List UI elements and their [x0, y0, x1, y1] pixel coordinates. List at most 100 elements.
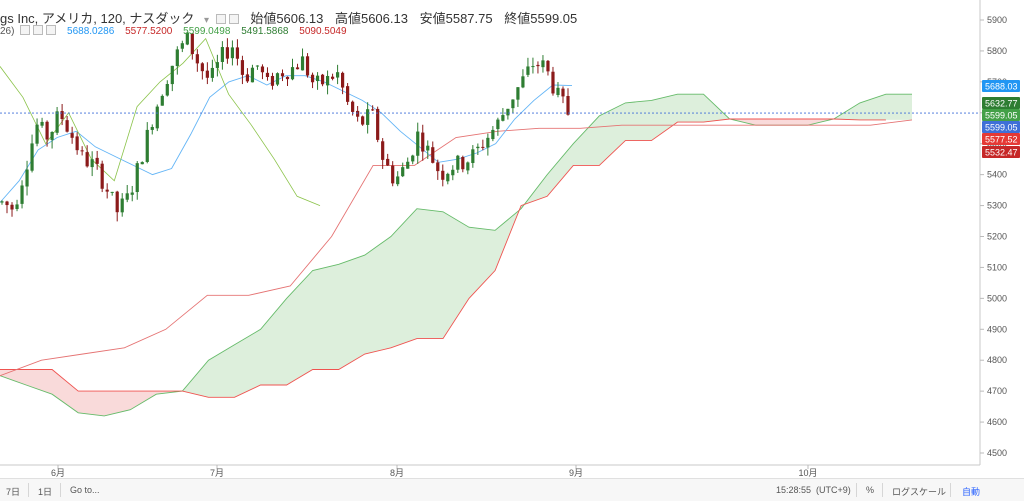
candle-body — [160, 95, 164, 106]
candle-body — [30, 143, 34, 171]
candle-body — [25, 169, 29, 187]
candle-body — [95, 157, 99, 164]
log-scale-button[interactable]: ログスケール — [892, 487, 947, 497]
percent-scale-button[interactable]: % — [866, 485, 875, 495]
candle-body — [396, 176, 400, 185]
candle — [491, 126, 495, 142]
candle — [95, 150, 99, 170]
candle — [210, 59, 214, 82]
eye-icon[interactable] — [215, 14, 226, 24]
candle — [561, 86, 565, 104]
symbol-title: gs Inc, アメリカ, 120, ナスダック — [0, 11, 195, 26]
eye-icon[interactable] — [20, 25, 31, 35]
candle — [536, 61, 540, 74]
candle — [125, 184, 129, 203]
candle — [526, 57, 530, 78]
candlesticks — [0, 31, 570, 222]
price-tag-label: 5688.03 — [985, 82, 1018, 92]
candle — [245, 68, 250, 83]
close-icon[interactable] — [46, 25, 57, 35]
candle — [60, 103, 64, 126]
candle-body — [521, 76, 525, 88]
candle — [235, 39, 240, 66]
candle-body — [285, 76, 290, 80]
candle-body — [65, 120, 69, 132]
candle — [451, 165, 455, 181]
y-tick-label: 4600 — [987, 417, 1007, 427]
candle — [170, 65, 174, 92]
candle — [361, 115, 365, 126]
candle — [50, 131, 54, 149]
candle-body — [551, 71, 555, 94]
candle — [105, 183, 109, 199]
candle-body — [421, 132, 425, 152]
candle-body — [511, 99, 515, 109]
candle-body — [416, 131, 420, 156]
time-axis[interactable]: 6月 7月 8月 9月 10月 — [51, 465, 818, 478]
candle-body — [536, 64, 540, 67]
settings-icon[interactable] — [228, 14, 239, 24]
candle-body — [546, 60, 550, 72]
ichimoku-value-senkou-a: 5491.5868 — [241, 26, 289, 37]
candle-body — [356, 110, 360, 117]
candle-body — [441, 170, 445, 180]
chevron-down-icon[interactable]: ▾ — [204, 15, 210, 26]
candle-body — [561, 88, 565, 97]
candle-body — [411, 155, 415, 162]
auto-scale-button[interactable]: 自動 — [962, 487, 981, 497]
range-1d-button[interactable]: 1日 — [38, 487, 53, 497]
candle — [325, 70, 330, 95]
candle — [426, 140, 430, 159]
candle — [35, 118, 39, 147]
candle-body — [476, 146, 480, 149]
candle — [546, 60, 550, 76]
range-7d-button[interactable]: 7日 — [6, 487, 21, 497]
candle-body — [240, 60, 245, 75]
y-tick-label: 5100 — [987, 262, 1007, 272]
candle — [70, 126, 74, 144]
settings-icon[interactable] — [33, 25, 44, 35]
candle — [506, 108, 510, 120]
price-tag: 5599.05 — [982, 109, 1020, 121]
candle — [556, 82, 560, 98]
candle-body — [105, 189, 109, 192]
goto-button[interactable]: Go to... — [70, 485, 100, 495]
candle-body — [541, 60, 545, 68]
candle — [15, 199, 19, 212]
candle — [5, 200, 9, 214]
candle-body — [381, 141, 385, 160]
candle-body — [431, 147, 435, 163]
candle — [65, 115, 69, 133]
candle — [531, 57, 535, 74]
candle — [190, 33, 194, 60]
timezone-button[interactable]: (UTC+9) — [816, 485, 851, 495]
price-tag-label: 5632.77 — [985, 99, 1018, 109]
candle-body — [501, 115, 505, 121]
candle-body — [140, 162, 144, 165]
ichimoku-cloud — [0, 94, 912, 416]
candle-body — [491, 129, 495, 140]
candle — [295, 63, 300, 70]
candle — [341, 71, 345, 95]
candle-body — [320, 74, 325, 85]
candle-body — [280, 73, 285, 77]
candle — [140, 161, 144, 165]
candle — [165, 80, 169, 97]
candle-body — [75, 136, 79, 151]
x-tick-label: 9月 — [569, 468, 583, 478]
candle — [40, 117, 44, 128]
open-label: 始値 — [250, 11, 277, 26]
candle — [551, 66, 555, 96]
chart-svg[interactable]: 4500 4600 4700 4800 4900 5000 5100 5200 5300 5400… — [0, 0, 1024, 478]
candle-body — [115, 191, 119, 213]
legend-ichimoku-row: 26) 5688.0286 5577.5200 5599.0498 5491.5… — [0, 25, 347, 37]
candle-body — [70, 133, 74, 138]
low-label: 安値 — [419, 11, 446, 26]
candle — [85, 145, 89, 168]
low-value: 5587.75 — [445, 11, 493, 26]
candle-body — [265, 72, 270, 78]
candle — [285, 76, 290, 87]
y-tick-label: 4500 — [987, 448, 1007, 458]
candle-body — [245, 74, 250, 82]
